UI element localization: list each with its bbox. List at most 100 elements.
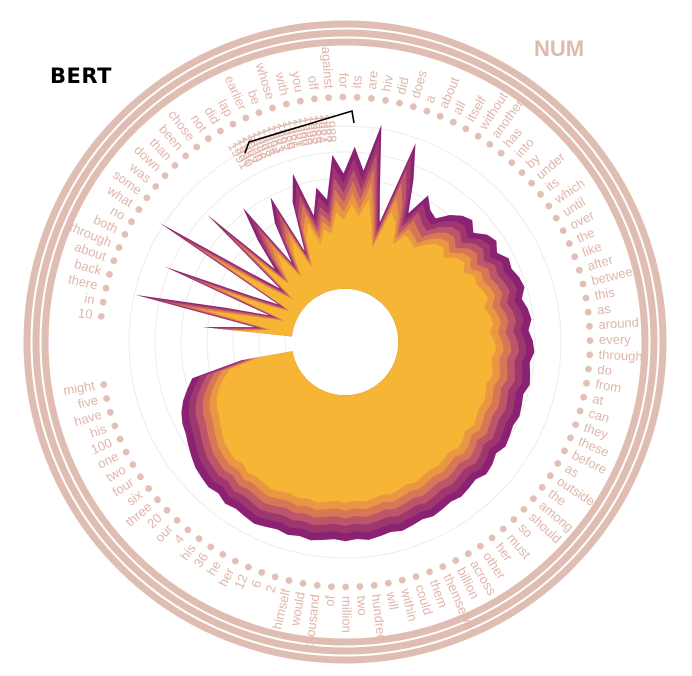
word-dot	[584, 308, 592, 316]
word-dot	[518, 169, 526, 177]
word-dot	[282, 100, 290, 108]
word-dot	[398, 576, 406, 584]
word-dot	[154, 496, 161, 504]
word-dot	[111, 422, 119, 430]
word-dot	[436, 112, 444, 120]
word-label: with	[272, 70, 292, 97]
word-dot	[143, 194, 151, 202]
word-dot	[528, 179, 535, 187]
word-dot	[163, 506, 171, 514]
word-dot	[229, 120, 237, 128]
word-dot	[128, 218, 135, 226]
word-dot	[571, 253, 579, 261]
word-dot	[585, 365, 592, 373]
word-label: for	[336, 73, 351, 89]
word-dot	[106, 271, 113, 278]
word-dot	[565, 240, 573, 247]
label-bracket: 1991199019922000199619931995199419831997…	[225, 109, 355, 172]
word-label: off	[305, 75, 322, 91]
word-dot	[497, 149, 505, 157]
word-dot	[342, 583, 350, 591]
word-label: this	[593, 284, 616, 302]
word-label: might	[62, 378, 96, 398]
word-dot	[137, 473, 144, 481]
word-label: 12	[231, 572, 250, 591]
word-label: 10	[77, 305, 93, 321]
word-label: lap	[215, 97, 236, 119]
category-label: NUM	[534, 36, 585, 61]
word-dot	[464, 550, 472, 558]
word-dot	[217, 127, 224, 135]
word-label: there	[67, 271, 99, 292]
word-label: hundred	[369, 593, 390, 642]
word-dot	[299, 580, 307, 587]
word-label: five	[76, 392, 99, 411]
word-dot	[572, 421, 579, 428]
word-dot	[580, 393, 588, 401]
word-label: its	[349, 74, 365, 88]
word-label: no	[108, 203, 128, 223]
outer-ring	[32, 29, 658, 655]
bracket-line	[244, 109, 355, 154]
word-dot	[474, 132, 482, 140]
word-label: from	[594, 376, 622, 395]
outer-ring	[41, 38, 649, 646]
word-dot	[204, 135, 212, 143]
word-dot	[412, 573, 420, 580]
word-label: around	[598, 315, 639, 333]
word-label: after	[585, 252, 615, 274]
word-dot	[575, 266, 583, 274]
word-dot	[499, 525, 507, 533]
word-dot	[311, 95, 318, 103]
word-label: through	[598, 347, 643, 364]
word-dot	[115, 244, 123, 251]
word-dot	[106, 408, 114, 416]
word-dot	[325, 94, 332, 101]
word-dot	[582, 294, 590, 302]
word-dot	[135, 206, 143, 214]
word-dot	[232, 557, 239, 565]
word-dot	[439, 563, 447, 570]
word-dot	[193, 143, 201, 151]
word-label: are	[364, 70, 381, 90]
word-dot	[296, 97, 304, 105]
word-dot	[586, 322, 593, 330]
word-dot	[271, 573, 279, 581]
word-label: million	[339, 596, 354, 633]
chart-title: BERT	[50, 64, 112, 88]
word-dot	[182, 152, 190, 160]
word-dot	[510, 516, 518, 523]
word-dot	[586, 351, 594, 359]
area-band-min	[206, 198, 497, 503]
word-dot	[171, 162, 179, 169]
word-dot	[554, 460, 562, 467]
word-dot	[561, 447, 568, 455]
word-dot	[353, 93, 361, 101]
word-dot	[339, 93, 347, 101]
word-label: do	[597, 362, 613, 378]
word-dot	[586, 337, 594, 344]
word-dot	[255, 109, 263, 116]
grid-circle	[128, 125, 562, 559]
word-dot	[579, 280, 587, 288]
word-dot	[449, 118, 457, 126]
outer-ring	[23, 20, 667, 664]
word-label: two	[354, 595, 370, 616]
word-dot	[116, 435, 124, 443]
word-label: will	[383, 589, 401, 611]
word-label: the	[574, 225, 597, 246]
word-dot	[110, 257, 118, 265]
word-dot	[537, 190, 544, 198]
word-dot	[488, 534, 496, 542]
word-dot	[486, 141, 494, 148]
word-dot	[477, 542, 484, 550]
word-label: 36	[191, 550, 211, 570]
word-label: his	[88, 421, 109, 441]
word-dot	[121, 231, 129, 238]
word-label: hiv	[379, 73, 397, 92]
bracket-year-label: 1981	[285, 117, 306, 149]
word-dot	[452, 557, 460, 564]
outer-rings	[23, 20, 667, 664]
word-dot	[576, 407, 584, 415]
word-dot	[538, 484, 546, 491]
